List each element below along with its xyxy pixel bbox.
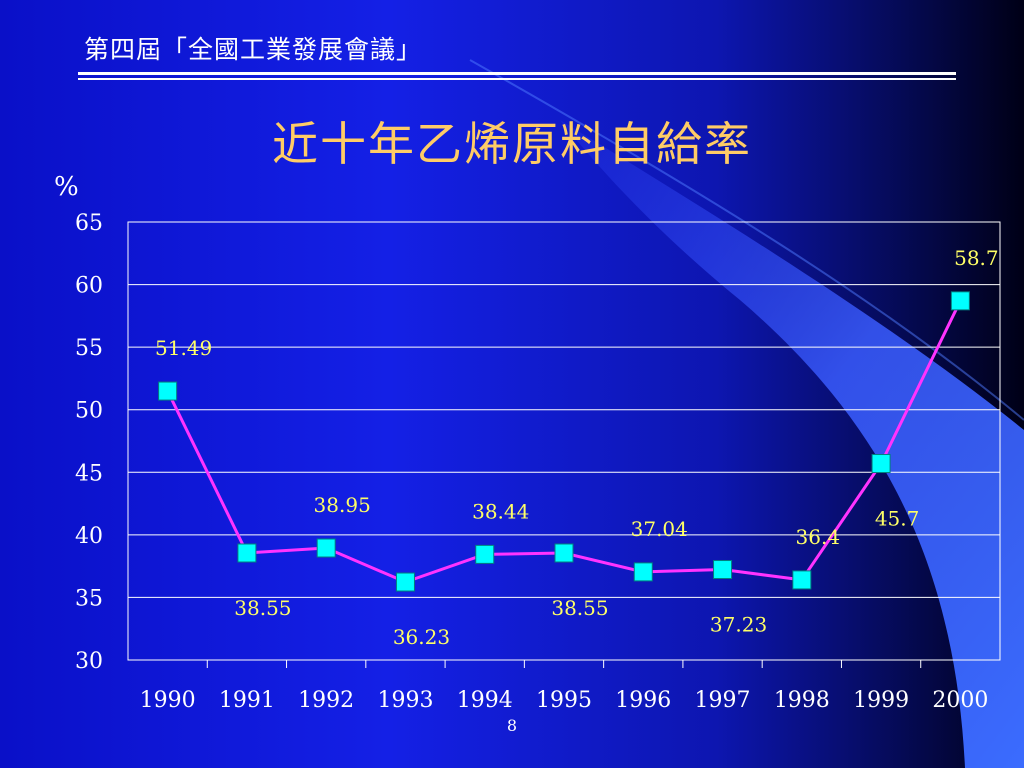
x-tick-label: 1996 — [615, 688, 671, 713]
data-point-marker — [950, 291, 970, 311]
data-label: 38.44 — [472, 499, 529, 523]
y-tick-label: 50 — [75, 399, 103, 424]
data-point-marker — [158, 381, 178, 401]
data-label: 36.23 — [393, 625, 450, 649]
y-tick-label: 65 — [75, 211, 103, 236]
x-tick-label: 1991 — [219, 688, 275, 713]
swoosh-shape — [560, 120, 1024, 768]
slide-header: 第四屆「全國工業發展會議」 — [84, 35, 423, 64]
series-line — [166, 300, 962, 584]
data-point-marker — [395, 572, 415, 592]
x-tick-label: 1990 — [140, 688, 196, 713]
x-tick-label: 1993 — [377, 688, 433, 713]
data-label: 38.55 — [234, 596, 291, 620]
x-tick-label: 1997 — [695, 688, 751, 713]
data-point-marker — [792, 570, 812, 590]
page-number: 8 — [506, 716, 518, 735]
plot-frame — [127, 221, 1001, 661]
y-tick-label: 35 — [75, 586, 103, 611]
data-point-marker — [713, 560, 733, 580]
data-label: 38.55 — [551, 596, 608, 620]
y-axis-unit-label: % — [54, 172, 79, 202]
data-label: 38.95 — [314, 493, 371, 517]
data-label: 37.04 — [631, 517, 688, 541]
y-tick-label: 55 — [75, 336, 103, 361]
x-tick-label: 1998 — [774, 688, 830, 713]
data-point-marker — [475, 544, 495, 564]
swoosh-edge — [469, 59, 1024, 421]
data-label: 36.4 — [796, 525, 841, 549]
header-rule-top — [78, 72, 956, 75]
chart-title: 近十年乙烯原料自給率 — [272, 117, 752, 171]
x-tick-label: 1992 — [298, 688, 354, 713]
data-point-marker — [871, 454, 891, 474]
data-label: 51.49 — [155, 336, 212, 360]
data-label: 37.23 — [710, 613, 767, 637]
x-tick-label: 1995 — [536, 688, 592, 713]
y-tick-label: 30 — [75, 649, 103, 674]
data-point-marker — [633, 562, 653, 582]
data-point-marker — [237, 543, 257, 563]
x-tick-label: 1999 — [853, 688, 909, 713]
header-rule-bottom — [78, 78, 956, 80]
x-tick-label: 1994 — [457, 688, 513, 713]
y-tick-label: 45 — [75, 461, 103, 486]
data-point-marker — [316, 538, 336, 558]
y-tick-label: 40 — [75, 524, 103, 549]
y-tick-label: 60 — [75, 274, 103, 299]
data-label: 45.7 — [875, 507, 920, 531]
data-point-marker — [554, 543, 574, 563]
x-tick-label: 2000 — [932, 688, 988, 713]
data-label: 58.7 — [954, 246, 999, 270]
